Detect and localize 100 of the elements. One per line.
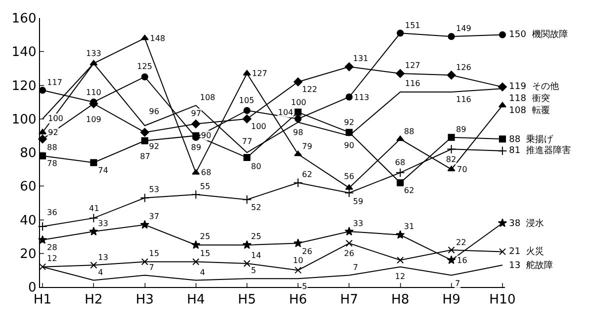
point bbox=[191, 120, 200, 128]
text: 150 機関故障 bbox=[509, 30, 568, 40]
data-label: 13 bbox=[98, 253, 108, 262]
data-label: 25 bbox=[251, 232, 262, 241]
point bbox=[191, 240, 200, 249]
point bbox=[446, 144, 456, 154]
point bbox=[294, 150, 302, 156]
point bbox=[498, 218, 507, 228]
data-label: 89 bbox=[456, 125, 466, 134]
x-tick-label: H10 bbox=[489, 292, 516, 308]
data-label: 25 bbox=[200, 232, 210, 241]
point bbox=[346, 94, 353, 101]
point bbox=[346, 128, 353, 136]
data-label: 109 bbox=[86, 115, 102, 124]
y-tick-label: 100 bbox=[12, 112, 36, 128]
data-label: 15 bbox=[149, 249, 160, 258]
point bbox=[294, 266, 302, 274]
y-tick-label: 120 bbox=[12, 78, 36, 94]
data-label: 92 bbox=[48, 128, 58, 137]
point bbox=[88, 213, 98, 223]
y-tick-label: 0 bbox=[28, 280, 36, 296]
data-label: 92 bbox=[344, 118, 354, 127]
data-label: 96 bbox=[149, 107, 160, 116]
point bbox=[89, 226, 98, 236]
data-label: 98 bbox=[293, 128, 304, 137]
data-label: 125 bbox=[137, 62, 152, 71]
point bbox=[38, 134, 47, 144]
text: 88 乗揚げ bbox=[509, 135, 554, 145]
data-label: 62 bbox=[404, 186, 414, 195]
point bbox=[242, 70, 251, 76]
point bbox=[90, 159, 98, 166]
point bbox=[344, 62, 354, 72]
point bbox=[90, 262, 98, 269]
y-tick-label: 40 bbox=[20, 213, 36, 228]
data-label: 104 bbox=[278, 108, 294, 117]
point bbox=[498, 82, 507, 92]
data-label: 80 bbox=[251, 162, 262, 171]
point bbox=[38, 235, 48, 244]
point bbox=[243, 106, 250, 114]
data-label: 88 bbox=[404, 127, 414, 136]
data-label: 7 bbox=[455, 279, 460, 288]
point bbox=[396, 230, 405, 239]
data-label: 26 bbox=[302, 247, 312, 256]
text: 21 火災 bbox=[509, 247, 544, 257]
point bbox=[140, 193, 150, 203]
data-label: 116 bbox=[456, 95, 472, 104]
point bbox=[140, 220, 150, 229]
data-label: 90 bbox=[344, 141, 354, 150]
point bbox=[39, 86, 46, 94]
text: 118 衝突 bbox=[509, 94, 550, 104]
point bbox=[140, 128, 150, 137]
point bbox=[396, 69, 405, 78]
data-label: 79 bbox=[302, 142, 312, 151]
text: 119 その他 bbox=[509, 82, 559, 92]
data-label: 68 bbox=[201, 168, 212, 177]
data-label: 33 bbox=[98, 219, 108, 228]
data-label: 90 bbox=[201, 131, 212, 140]
data-label: 126 bbox=[456, 63, 472, 72]
data-label: 148 bbox=[150, 34, 166, 43]
data-label: 113 bbox=[354, 93, 370, 102]
data-label: 5 bbox=[302, 282, 308, 291]
point bbox=[242, 114, 252, 124]
data-label: 88 bbox=[47, 143, 58, 152]
y-tick-label: 140 bbox=[12, 45, 36, 60]
data-label: 14 bbox=[251, 251, 262, 260]
y-tick-label: 80 bbox=[20, 146, 36, 162]
point bbox=[294, 238, 303, 248]
data-label: 55 bbox=[200, 182, 210, 191]
point bbox=[293, 178, 303, 188]
point bbox=[294, 77, 302, 86]
text: 13 舵故障 bbox=[509, 261, 554, 271]
point bbox=[38, 128, 47, 134]
data-label: 82 bbox=[446, 155, 456, 164]
data-label: 74 bbox=[98, 166, 108, 175]
point bbox=[446, 255, 456, 264]
point bbox=[191, 190, 201, 200]
x-tick-label: H9 bbox=[442, 292, 460, 308]
data-label: 100 bbox=[48, 114, 64, 123]
data-label: 4 bbox=[98, 268, 104, 277]
data-label: 7 bbox=[353, 263, 358, 272]
point bbox=[141, 137, 148, 144]
data-label: 149 bbox=[456, 24, 472, 33]
data-label: 100 bbox=[291, 98, 306, 107]
data-label: 22 bbox=[456, 238, 466, 247]
x-tick-label: H6 bbox=[289, 292, 308, 308]
data-label: 4 bbox=[200, 268, 206, 277]
data-label: 127 bbox=[405, 61, 420, 70]
data-label: 108 bbox=[200, 93, 216, 102]
point bbox=[498, 136, 506, 143]
x-tick-label: H4 bbox=[186, 292, 205, 308]
point bbox=[141, 258, 148, 266]
data-label: 105 bbox=[239, 96, 254, 105]
text: 108 転覆 bbox=[509, 106, 550, 116]
data-label: 26 bbox=[344, 249, 354, 258]
point bbox=[448, 134, 455, 141]
data-label: 116 bbox=[405, 79, 420, 88]
point bbox=[396, 256, 404, 264]
point bbox=[344, 226, 354, 236]
point bbox=[243, 154, 250, 162]
point bbox=[346, 240, 353, 247]
